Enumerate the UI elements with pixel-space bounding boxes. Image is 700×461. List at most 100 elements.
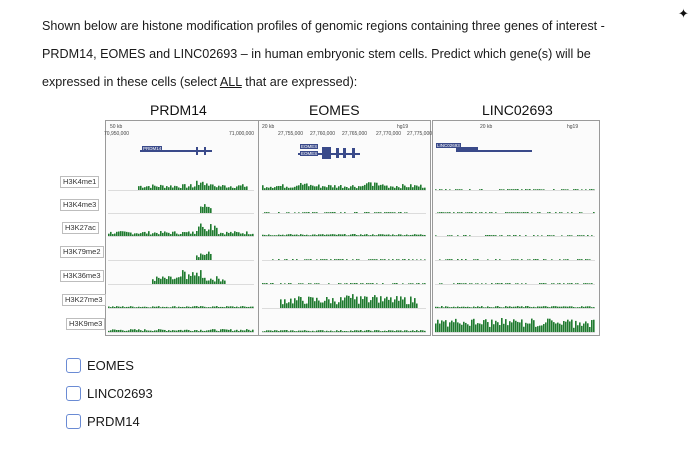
signal-bar <box>322 234 324 236</box>
signal-bar <box>525 283 527 284</box>
signal-bar <box>180 307 182 308</box>
signal-bar <box>182 330 184 332</box>
signal-bar <box>537 259 539 260</box>
signal-bar <box>208 280 210 284</box>
signal-bar <box>166 306 168 308</box>
signal-bar <box>292 330 294 332</box>
signal-bar <box>503 307 505 308</box>
gene-label-prdm14: PRDM14 <box>142 146 163 151</box>
signal-bar <box>583 235 585 236</box>
signal-bar <box>591 235 593 236</box>
signal-bar <box>314 283 316 284</box>
signal-bar <box>166 330 168 332</box>
signal-bar <box>469 307 471 308</box>
track-separator <box>262 260 426 261</box>
signal-track <box>280 294 418 308</box>
signal-bar <box>206 206 208 213</box>
signal-bar <box>447 235 449 236</box>
signal-bar <box>445 259 447 260</box>
signal-bar <box>180 329 182 332</box>
signal-bar <box>507 306 509 308</box>
coord-eomes-2: 27,760,000 <box>310 131 336 137</box>
signal-bar <box>206 330 208 332</box>
signal-bar <box>382 283 384 284</box>
checkbox-eomes[interactable] <box>66 358 81 373</box>
signal-bar <box>186 232 188 236</box>
signal-bar <box>220 306 222 308</box>
track-separator <box>435 260 595 261</box>
signal-bar <box>539 189 541 190</box>
signal-bar <box>447 259 449 260</box>
signal-bar <box>565 321 567 332</box>
signal-bar <box>248 306 250 308</box>
signal-bar <box>376 283 378 284</box>
signal-bar <box>457 212 459 213</box>
signal-bar <box>539 212 541 213</box>
signal-bar <box>158 306 160 308</box>
signal-bar <box>489 326 491 332</box>
signal-bar <box>282 184 284 190</box>
signal-bar <box>158 329 160 332</box>
signal-bar <box>384 234 386 236</box>
signal-bar <box>212 306 214 308</box>
signal-bar <box>533 189 535 190</box>
checkbox-prdm14[interactable] <box>66 414 81 429</box>
signal-bar <box>404 212 406 213</box>
coord-prdm14-1: 70,950,000 <box>104 131 130 137</box>
signal-bar <box>593 212 595 213</box>
signal-bar <box>206 183 208 190</box>
signal-bar <box>200 206 202 213</box>
signal-bar <box>418 283 420 284</box>
signal-bar <box>158 277 160 284</box>
signal-bar <box>525 235 527 236</box>
signal-bar <box>400 330 402 332</box>
signal-bar <box>332 234 334 236</box>
signal-bar <box>338 259 340 260</box>
signal-bar <box>390 235 392 236</box>
signal-bar <box>491 235 493 236</box>
signal-bar <box>517 321 519 332</box>
signal-bar <box>304 183 306 190</box>
signal-bar <box>583 306 585 308</box>
option-prdm14[interactable]: PRDM14 <box>66 414 140 429</box>
signal-bar <box>158 234 160 236</box>
checkbox-linc02693[interactable] <box>66 386 81 401</box>
signal-bar <box>224 280 226 284</box>
signal-bar <box>519 212 521 213</box>
signal-bar <box>172 330 174 332</box>
signal-bar <box>314 186 316 190</box>
signal-bar <box>587 259 589 260</box>
option-linc02693[interactable]: LINC02693 <box>66 386 153 401</box>
signal-bar <box>174 231 176 236</box>
signal-bar <box>593 307 595 308</box>
signal-bar <box>300 183 302 190</box>
signal-bar <box>310 259 312 260</box>
signal-bar <box>461 306 463 308</box>
signal-bar <box>467 324 469 332</box>
signal-bar <box>420 184 422 190</box>
signal-bar <box>178 330 180 332</box>
signal-bar <box>439 283 441 284</box>
signal-bar <box>441 212 443 213</box>
signal-bar <box>142 330 144 332</box>
signal-bar <box>302 184 304 190</box>
signal-bar <box>435 306 437 308</box>
signal-bar <box>469 189 471 190</box>
signal-bar <box>517 212 519 213</box>
signal-bar <box>284 187 286 190</box>
signal-bar <box>573 327 575 332</box>
signal-bar <box>388 330 390 332</box>
signal-bar <box>206 307 208 308</box>
signal-bar <box>483 320 485 332</box>
signal-bar <box>581 235 583 236</box>
signal-bar <box>541 235 543 236</box>
signal-bar <box>192 231 194 236</box>
signal-bar <box>168 232 170 236</box>
signal-bar <box>412 283 414 284</box>
signal-bar <box>222 185 224 190</box>
signal-bar <box>352 331 354 332</box>
option-eomes[interactable]: EOMES <box>66 358 134 373</box>
signal-bar <box>410 330 412 332</box>
signal-bar <box>342 331 344 332</box>
signal-bar <box>471 212 473 213</box>
